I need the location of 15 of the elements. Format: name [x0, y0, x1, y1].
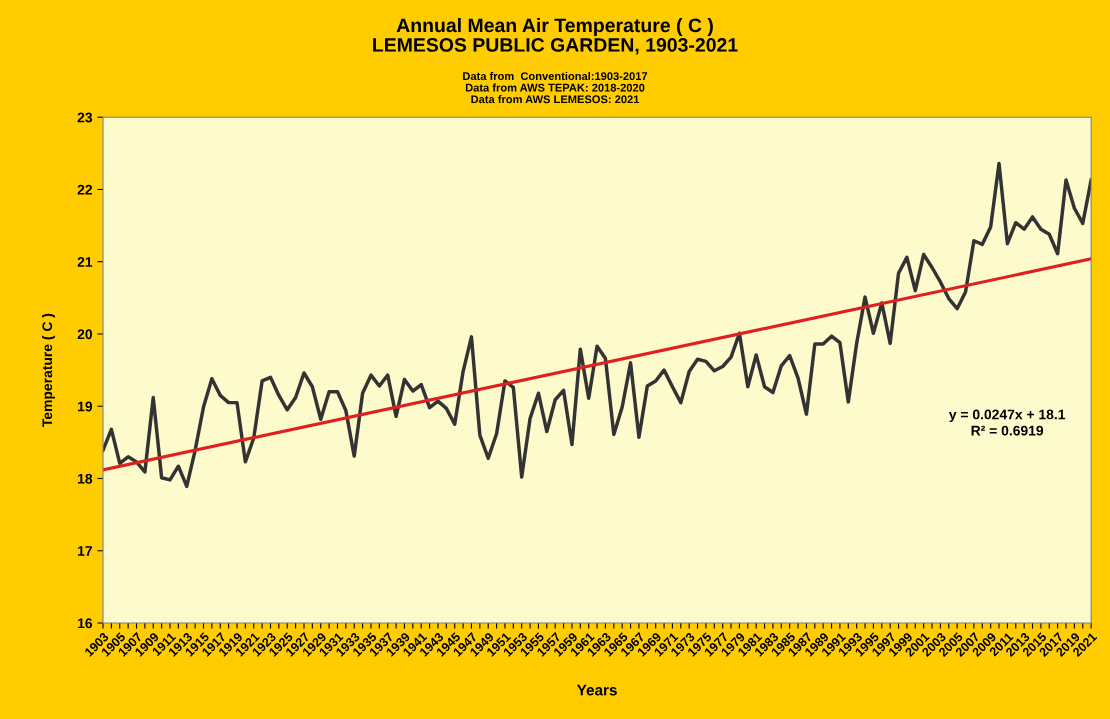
annotation: R² = 0.6919	[971, 425, 1044, 436]
y-tick-label: 16	[78, 618, 93, 629]
y-tick-label: 18	[78, 473, 93, 484]
line-series	[103, 161, 1092, 489]
y-tick-label: 20	[77, 329, 93, 340]
y-tick-label: 23	[77, 112, 93, 123]
annotation: y = 0.0247x + 18.1	[948, 409, 1066, 423]
y-axis-title: Temperature ( C )	[41, 313, 55, 427]
chart-title: Annual Mean Air Temperature ( C ) LEMESOS PUBLIC GARDEN, 1903-2021	[373, 17, 738, 55]
chart-subtitle: Data from Conventional:1903-2017 Data from AWS TEPAK: 2018-2020 Data from AWS LEMESOS: 2021	[463, 71, 648, 104]
y-tick-label: 19	[78, 401, 93, 412]
y-tick-label: 22	[77, 184, 93, 195]
y-tick-label: 21	[77, 257, 93, 267]
y-tick-label: 17	[78, 546, 92, 556]
x-axis-title: Years	[576, 684, 617, 696]
